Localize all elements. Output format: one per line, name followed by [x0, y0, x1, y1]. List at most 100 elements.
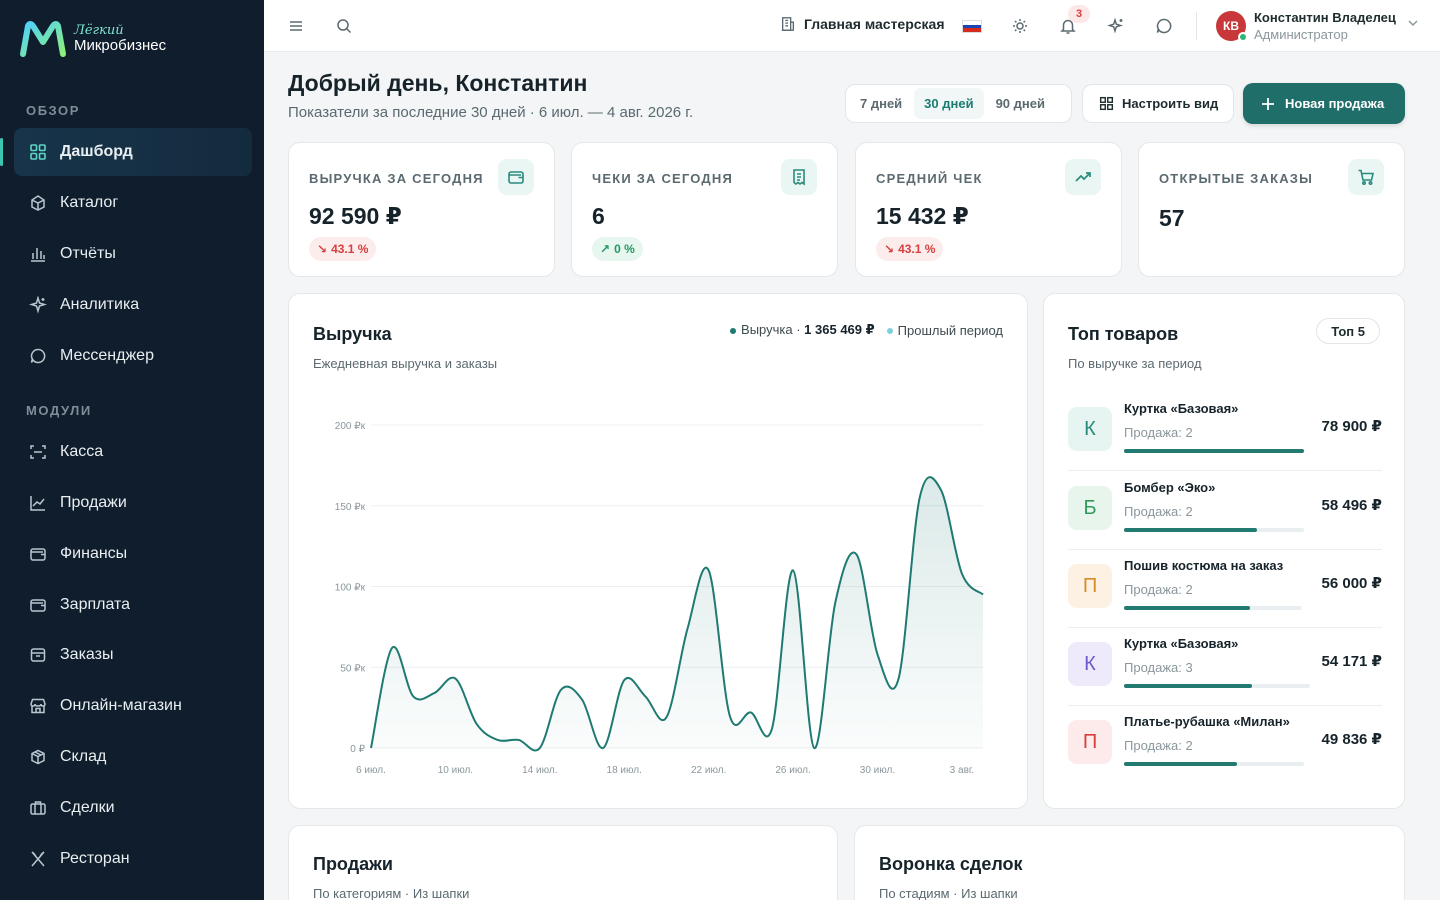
period-option-7[interactable]: 7 дней — [860, 96, 903, 111]
sidebar-item-deals[interactable]: Сделки — [14, 784, 252, 832]
product-avatar: П — [1068, 564, 1112, 608]
sidebar-item-finance[interactable]: Финансы — [14, 530, 252, 578]
kpi-card-open-orders[interactable]: ОТКРЫТЫЕ ЗАКАЗЫ 57 — [1138, 142, 1405, 277]
revenue-series-line — [370, 476, 984, 752]
legend-item-revenue[interactable]: Выручка · 1 365 469 ₽ — [730, 322, 875, 338]
customize-view-label: Настроить вид — [1122, 96, 1219, 111]
sidebar-item-dashboard[interactable]: Дашборд — [0, 128, 252, 176]
kpi-card-revenue-today[interactable]: ВЫРУЧКА ЗА СЕГОДНЯ 92 590 ₽ ↘ 43.1 % — [288, 142, 555, 277]
page-subtitle: Показатели за последние 30 дней · 6 июл.… — [288, 104, 694, 121]
data-point — [369, 746, 373, 750]
sparkles-icon[interactable] — [1104, 14, 1128, 38]
chat-bubble-icon[interactable] — [1152, 14, 1176, 38]
sidebar-item-catalog[interactable]: Каталог — [14, 179, 252, 227]
menu-icon[interactable] — [284, 14, 308, 38]
product-row[interactable]: К Куртка «Базовая» Продажа: 2 78 900 ₽ — [1068, 399, 1382, 471]
sidebar-item-warehouse[interactable]: Склад — [14, 733, 252, 781]
revenue-chart-card: Выручка Ежедневная выручка и заказы Выру… — [288, 293, 1028, 809]
kpi-change-badge: ↘ 43.1 % — [309, 237, 377, 261]
product-share-bar — [1124, 684, 1310, 688]
sidebar-item-online-store[interactable]: Онлайн-магазин — [14, 682, 252, 730]
workshop-selector[interactable]: Главная мастерская — [780, 16, 945, 32]
logo-m-icon — [20, 21, 66, 57]
kpi-card-average-check[interactable]: СРЕДНИЙ ЧЕК 15 432 ₽ ↘ 43.1 % — [855, 142, 1122, 277]
sidebar-item-label: Мессенджер — [60, 347, 154, 364]
sidebar-item-cashdesk[interactable]: Касса — [14, 428, 252, 476]
deals-funnel-card: Воронка сделок По стадиям · Из шапки — [854, 825, 1405, 900]
period-selector: 7 дней 30 дней 90 дней — [845, 84, 1072, 123]
kpi-change-value: 43.1 % — [898, 242, 936, 256]
y-tick-label: 200 ₽к — [335, 421, 366, 432]
sidebar-item-label: Продажи — [60, 494, 127, 511]
sidebar-item-label: Склад — [60, 748, 107, 765]
notifications-count-badge: 3 — [1068, 5, 1090, 23]
x-tick-label: 26 июл. — [775, 765, 810, 776]
sparkles-icon — [28, 295, 48, 315]
sidebar-item-label: Онлайн-магазин — [60, 697, 182, 714]
product-share-bar — [1124, 528, 1304, 532]
legend-item-previous[interactable]: Прошлый период — [886, 322, 1003, 338]
product-sales-count: Продажа: 2 — [1124, 738, 1193, 753]
product-avatar: К — [1068, 407, 1112, 451]
product-name: Бомбер «Эко» — [1124, 480, 1216, 495]
user-avatar[interactable]: КВ — [1216, 11, 1246, 41]
top-products-subtitle: По выручке за период — [1068, 356, 1202, 371]
chart-subtitle: Ежедневная выручка и заказы — [313, 356, 498, 371]
nav-section-modules: МОДУЛИ — [26, 403, 92, 418]
top5-button[interactable]: Топ 5 — [1316, 318, 1380, 344]
sales-card-title: Продажи — [313, 854, 393, 874]
top-products-title: Топ товаров — [1068, 324, 1179, 344]
funnel-card-title: Воронка сделок — [879, 854, 1023, 874]
kpi-label: ВЫРУЧКА ЗА СЕГОДНЯ — [309, 171, 484, 186]
product-share-fill — [1124, 528, 1257, 532]
chevron-down-icon[interactable] — [1406, 16, 1420, 35]
brand-line2: Микробизнес — [74, 36, 167, 54]
data-point — [960, 572, 964, 576]
product-row[interactable]: П Платье-рубашка «Милан» Продажа: 2 49 836 … — [1068, 712, 1382, 784]
product-share-fill — [1124, 762, 1237, 766]
theme-sun-icon[interactable] — [1008, 14, 1032, 38]
period-option-30[interactable]: 30 дней — [914, 88, 984, 119]
data-point — [601, 746, 605, 750]
product-row[interactable]: Б Бомбер «Эко» Продажа: 2 58 496 ₽ — [1068, 478, 1382, 550]
new-sale-button[interactable]: Новая продажа — [1243, 83, 1405, 124]
legend-series-label: Выручка — [741, 322, 793, 337]
legend-prev-label: Прошлый период — [897, 322, 1003, 338]
chart-legend: Выручка · 1 365 469 ₽ Прошлый период — [730, 322, 1003, 338]
sidebar-item-analytics[interactable]: Аналитика — [14, 281, 252, 329]
search-icon[interactable] — [332, 14, 356, 38]
chart-title: Выручка — [313, 324, 392, 344]
sidebar-item-orders[interactable]: Заказы — [14, 631, 252, 679]
product-row[interactable]: К Куртка «Базовая» Продажа: 3 54 171 ₽ — [1068, 634, 1382, 706]
sidebar-item-label: Отчёты — [60, 245, 116, 262]
data-point — [664, 715, 668, 719]
kpi-value: 15 432 ₽ — [876, 203, 969, 229]
user-name[interactable]: Константин Владелец — [1254, 10, 1396, 25]
kpi-card-receipts-today[interactable]: ЧЕКИ ЗА СЕГОДНЯ 6 ↗ 0 % — [571, 142, 838, 277]
data-point — [749, 710, 753, 714]
data-point — [728, 714, 732, 718]
period-option-90[interactable]: 90 дней — [995, 96, 1045, 111]
data-point — [453, 677, 457, 681]
sidebar-item-payroll[interactable]: Зарплата — [14, 581, 252, 629]
data-point — [812, 746, 816, 750]
language-flag-ru[interactable] — [962, 20, 982, 33]
kpi-value: 92 590 ₽ — [309, 203, 402, 229]
x-tick-label: 30 июл. — [860, 765, 895, 776]
trending-up-icon: ↗ — [600, 242, 611, 256]
revenue-area — [371, 477, 983, 751]
notifications-bell-icon[interactable] — [1056, 14, 1080, 38]
brand-logo[interactable]: Лёгкий Микробизнес — [20, 20, 166, 58]
product-row[interactable]: П Пошив костюма на заказ Продажа: 2 56 000 … — [1068, 556, 1382, 628]
sidebar-item-label: Каталог — [60, 194, 119, 211]
data-point — [939, 488, 943, 492]
product-revenue: 56 000 ₽ — [1321, 575, 1382, 592]
customize-view-button[interactable]: Настроить вид — [1082, 84, 1234, 123]
data-point — [580, 698, 584, 702]
legend-series-total: 1 365 469 ₽ — [804, 322, 875, 337]
sidebar-item-restaurant[interactable]: Ресторан — [14, 835, 252, 883]
sidebar-item-sales[interactable]: Продажи — [14, 479, 252, 527]
product-name: Куртка «Базовая» — [1124, 401, 1239, 416]
sidebar-item-messenger[interactable]: Мессенджер — [14, 332, 252, 380]
sidebar-item-reports[interactable]: Отчёты — [14, 230, 252, 278]
